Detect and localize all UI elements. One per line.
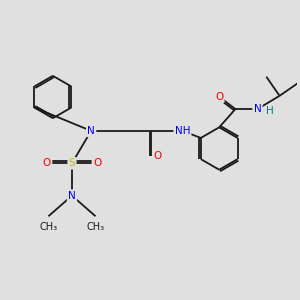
Text: O: O: [154, 151, 162, 161]
Text: S: S: [69, 158, 75, 168]
Text: N: N: [254, 104, 261, 114]
Text: CH₃: CH₃: [39, 222, 58, 232]
Text: H: H: [266, 106, 274, 116]
Text: N: N: [87, 126, 95, 136]
Text: N: N: [68, 190, 76, 201]
Text: O: O: [215, 92, 223, 102]
Text: CH₃: CH₃: [86, 222, 105, 232]
Text: NH: NH: [175, 126, 190, 136]
Text: O: O: [43, 158, 51, 168]
Text: O: O: [93, 158, 101, 168]
